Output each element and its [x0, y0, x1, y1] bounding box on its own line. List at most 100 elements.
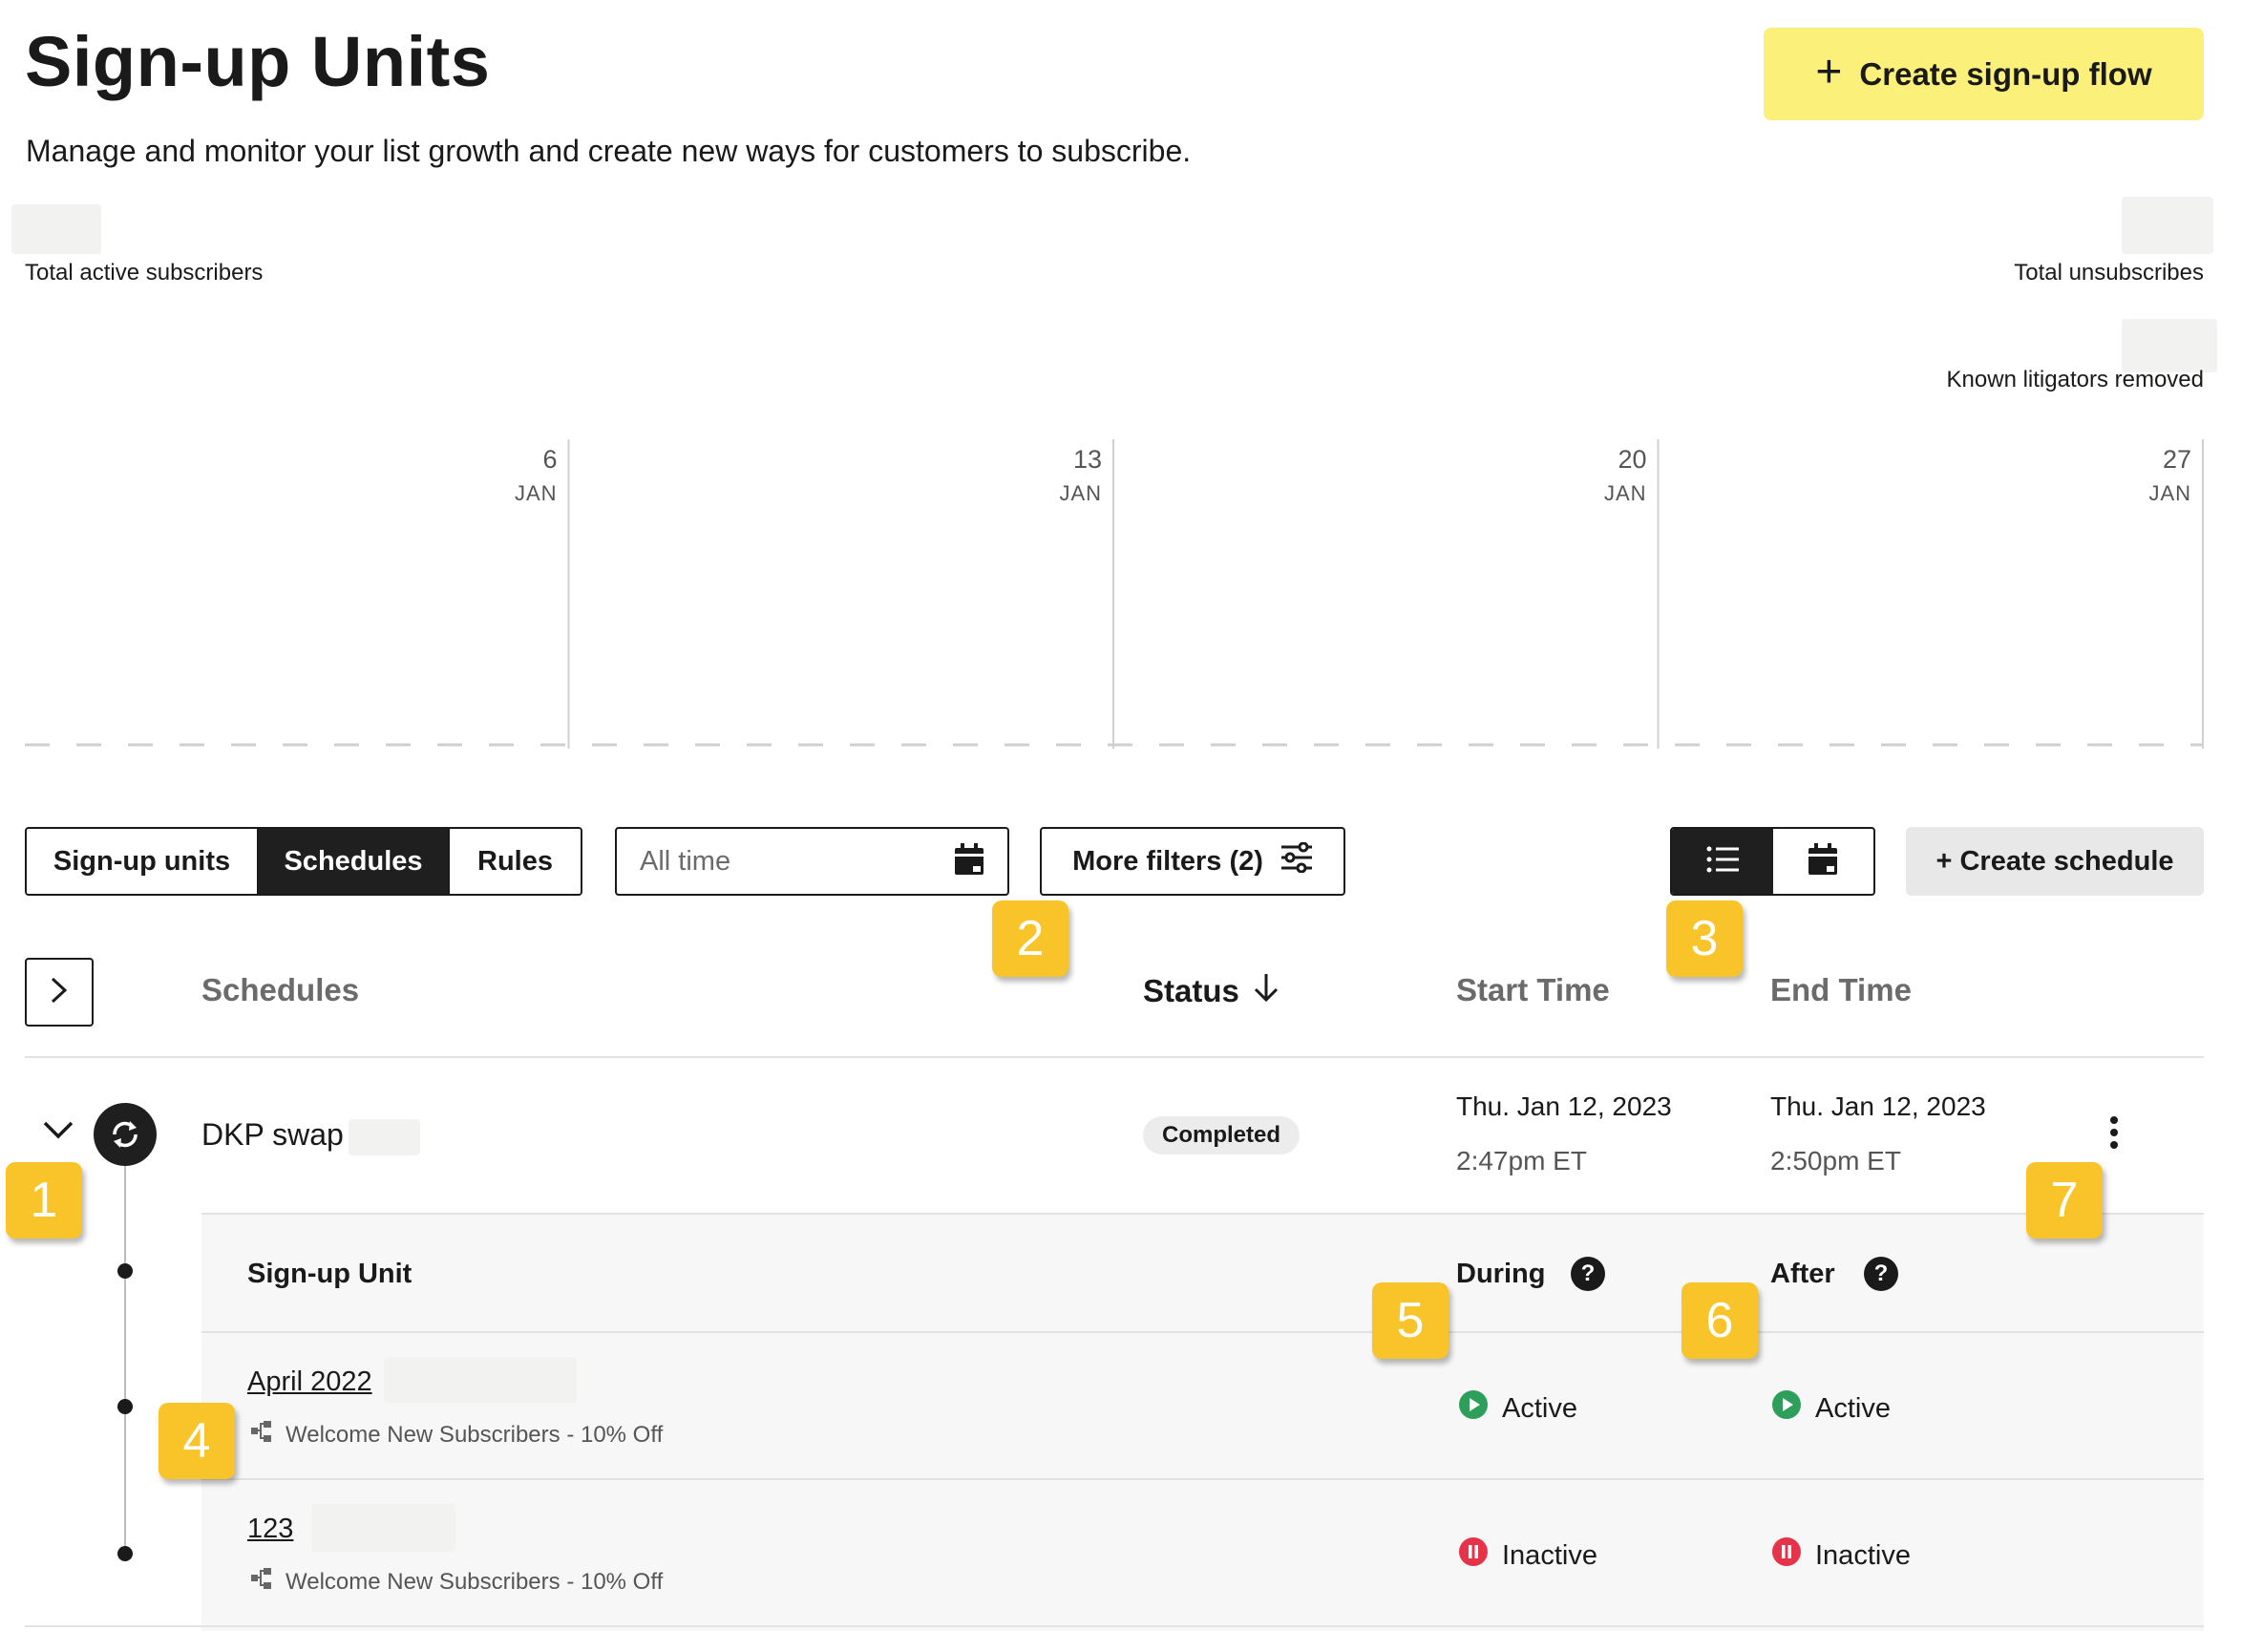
create-sign-up-flow-button[interactable]: + Create sign-up flow: [1764, 28, 2204, 120]
tab-rules[interactable]: Rules: [450, 829, 581, 894]
page-title: Sign-up Units: [25, 22, 491, 101]
sync-icon: [94, 1103, 157, 1166]
more-filters-button[interactable]: More filters (2): [1040, 827, 1345, 896]
timeline-dot: [117, 1399, 133, 1414]
create-schedule-button[interactable]: + Create schedule: [1906, 827, 2204, 896]
sliders-icon: [1280, 841, 1313, 880]
x-tick-month-label: JAN: [515, 481, 558, 505]
subtable-header-unit: Sign-up Unit: [247, 1259, 412, 1289]
timeline-dot: [117, 1546, 133, 1561]
list-view-button[interactable]: [1672, 829, 1773, 894]
callout-5: 5: [1372, 1282, 1449, 1359]
x-tick-day-label: 20: [1618, 445, 1646, 474]
litigators-label: Known litigators removed: [1946, 367, 2204, 392]
end-time: 2:50pm ET: [1770, 1146, 1901, 1175]
total-active-label: Total active subscribers: [25, 260, 264, 286]
during-help-icon[interactable]: ?: [1571, 1257, 1605, 1291]
row-actions-button[interactable]: [2103, 1115, 2126, 1154]
after-status-label: Active: [1815, 1392, 1891, 1424]
end-date: Thu. Jan 12, 2023: [1770, 1091, 1986, 1121]
calendar-icon: [954, 842, 984, 880]
start-time: 2:47pm ET: [1456, 1146, 1587, 1175]
x-tick-month-label: JAN: [1059, 481, 1102, 505]
pause-icon: [1458, 1536, 1489, 1575]
calendar-view-button[interactable]: [1773, 829, 1874, 894]
chevron-down-icon: [42, 1121, 74, 1144]
subtable-header-during: During: [1456, 1259, 1546, 1289]
after-status: Active: [1771, 1389, 1891, 1428]
column-header-status[interactable]: Status: [1143, 972, 1280, 1010]
x-tick-month-label: JAN: [2148, 481, 2191, 505]
after-status-label: Inactive: [1815, 1539, 1911, 1571]
during-status: Inactive: [1458, 1536, 1597, 1575]
play-icon: [1771, 1389, 1802, 1428]
tab-schedules[interactable]: Schedules: [259, 829, 450, 894]
date-filter-value: All time: [640, 845, 731, 877]
schedule-row-collapse-toggle[interactable]: [42, 1119, 74, 1145]
callout-2: 2: [992, 900, 1068, 977]
chart-svg: 6 JAN 13 JAN 20 JAN 27 JAN: [25, 439, 2204, 749]
arrow-down-icon: [1253, 972, 1280, 1010]
page-subtitle: Manage and monitor your list growth and …: [26, 134, 1192, 168]
flow-name: Welcome New Subscribers - 10% Off: [286, 1421, 664, 1448]
date-range-filter[interactable]: All time: [615, 827, 1009, 896]
tab-sign-up-units[interactable]: Sign-up units: [27, 829, 259, 894]
view-tabs: Sign-up units Schedules Rules: [25, 827, 582, 896]
after-help-icon[interactable]: ?: [1864, 1257, 1898, 1291]
schedule-name-redacted: [349, 1119, 420, 1155]
flow-icon: [251, 1420, 274, 1450]
create-sign-up-flow-label: Create sign-up flow: [1859, 55, 2152, 92]
schedule-name: DKP swap: [201, 1117, 344, 1152]
column-header-schedules: Schedules: [201, 972, 360, 1007]
total-unsub-value-redacted: [2122, 197, 2213, 254]
callout-3: 3: [1666, 900, 1743, 977]
flow-label: Welcome New Subscribers - 10% Off: [251, 1567, 663, 1597]
expand-all-button[interactable]: [25, 958, 94, 1027]
table-bottom-divider: [25, 1625, 2204, 1627]
callout-7: 7: [2026, 1162, 2103, 1239]
calendar-icon: [1808, 842, 1838, 880]
status-header-label: Status: [1143, 973, 1239, 1008]
x-tick-day-label: 6: [542, 445, 557, 474]
unit-name-redacted: [311, 1504, 455, 1552]
total-unsub-label: Total unsubscribes: [2014, 260, 2204, 286]
play-icon: [1458, 1389, 1489, 1428]
subscriber-chart: 6 JAN 13 JAN 20 JAN 27 JAN: [25, 439, 2204, 754]
subtable-header-divider: [201, 1331, 2204, 1333]
flow-label: Welcome New Subscribers - 10% Off: [251, 1420, 663, 1450]
litigators-value-redacted: [2122, 319, 2217, 372]
callout-6: 6: [1682, 1282, 1758, 1359]
unit-name-redacted: [384, 1357, 577, 1403]
callout-1: 1: [6, 1162, 82, 1239]
plus-icon: +: [1815, 46, 1843, 97]
total-active-value-redacted: [11, 204, 101, 254]
more-filters-label: More filters (2): [1072, 845, 1263, 877]
subtable-header-after: After: [1770, 1259, 1835, 1289]
timeline-dot: [117, 1263, 133, 1279]
start-date: Thu. Jan 12, 2023: [1456, 1091, 1672, 1121]
flow-name: Welcome New Subscribers - 10% Off: [286, 1568, 664, 1595]
callout-4: 4: [159, 1403, 235, 1479]
view-mode-toggle: [1670, 827, 1875, 896]
unit-row-divider: [201, 1478, 2204, 1480]
more-vertical-icon: [2103, 1116, 2126, 1157]
pause-icon: [1771, 1536, 1802, 1575]
header-divider: [25, 1056, 2204, 1058]
after-status: Inactive: [1771, 1536, 1911, 1575]
flow-icon: [251, 1567, 274, 1597]
x-tick-day-label: 27: [2163, 445, 2191, 474]
column-header-start-time: Start Time: [1456, 972, 1610, 1007]
subtable-top-divider: [201, 1213, 2204, 1215]
during-status-label: Inactive: [1502, 1539, 1597, 1571]
column-header-end-time: End Time: [1770, 972, 1912, 1007]
during-status-label: Active: [1502, 1392, 1577, 1424]
sign-up-unit-link[interactable]: April 2022: [247, 1366, 372, 1397]
status-badge: Completed: [1143, 1116, 1301, 1154]
during-status: Active: [1458, 1389, 1577, 1428]
chevron-right-icon: [50, 976, 69, 1009]
sign-up-unit-link[interactable]: 123: [247, 1514, 294, 1544]
x-tick-day-label: 13: [1073, 445, 1102, 474]
timeline-line: [124, 1146, 126, 1555]
list-icon: [1706, 846, 1739, 878]
